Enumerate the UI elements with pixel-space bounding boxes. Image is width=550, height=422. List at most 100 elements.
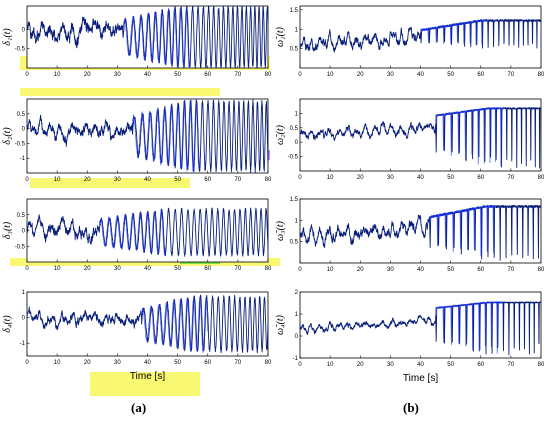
y-tick-label: 0.5 [290,126,299,132]
x-tick-label: 10 [327,267,334,273]
x-tick-label: 80 [265,177,272,183]
x-tick-label: 50 [447,175,454,181]
x-tick-label: 20 [357,362,364,368]
x-tick-label: 20 [357,267,364,273]
x-tick-label: 40 [417,175,424,181]
x-tick-label: 60 [204,266,211,272]
x-tick-label: 30 [114,360,121,366]
x-tick-label: 80 [538,175,545,181]
y-tick-label: 1 [295,218,299,224]
x-tick-label: 70 [235,72,242,78]
series-line-dense [98,209,166,256]
x-tick-label: 60 [477,72,484,78]
x-tick-label: 20 [84,177,91,183]
y-tick-label: -0.5 [15,47,26,53]
y-tick-label: 1 [295,111,299,117]
x-tick-label: 30 [387,267,394,273]
x-tick-label: 10 [327,362,334,368]
x-tick-label: 0 [298,72,302,78]
x-tick-label: 40 [144,177,151,183]
x-tick-label: 80 [538,362,545,368]
x-tick-label: 0 [298,362,302,368]
x-tick-label: 70 [235,177,242,183]
y-tick-label: -1 [293,356,299,362]
y-tick-label: 0.5 [17,112,26,118]
x-tick-label: 0 [25,177,29,183]
y-axis-label: δ₁(t) [2,28,13,46]
series-line [26,5,269,69]
x-tick-label: 70 [508,362,515,368]
x-tick-label: 50 [447,362,454,368]
y-axis-label: ω̃₂(t) [275,124,286,145]
x-tick-label: 30 [387,362,394,368]
y-tick-label: -0.5 [15,244,26,250]
y-tick-label: 0 [22,229,26,235]
x-tick-label: 30 [114,177,121,183]
x-tick-label: 50 [174,177,181,183]
y-tick-label: 0.5 [290,240,299,246]
x-tick-label: 50 [174,360,181,366]
x-tick-label: 10 [54,72,61,78]
x-tick-label: 30 [114,266,121,272]
x-tick-label: 20 [84,360,91,366]
x-tick-label: 10 [327,175,334,181]
panel-label-b: (b) [403,400,419,415]
x-tick-label: 30 [387,175,394,181]
x-tick-label: 0 [298,175,302,181]
x-tick-label: 20 [84,266,91,272]
x-tick-label: 10 [54,177,61,183]
y-tick-label: 1 [295,27,299,33]
y-tick-label: 0 [22,27,26,33]
x-tick-label: 70 [235,266,242,272]
y-tick-label: 0 [22,316,26,322]
x-tick-label: 70 [235,360,242,366]
axes-frame [299,198,542,264]
x-tick-label: 0 [25,360,29,366]
y-tick-label: 0 [295,140,299,146]
x-tick-label: 50 [174,266,181,272]
subplot-6: 0 10 20 30 40 50 60 70 80 -0.5 0 0.5 1 ω̃₂(t) [275,98,545,181]
y-axis-label: ω̃₁(t) [275,26,286,47]
x-tick-label: 60 [204,360,211,366]
x-tick-label: 0 [25,72,29,78]
y-axis-label: δ₄(t) [2,315,13,333]
x-tick-label: 40 [144,360,151,366]
y-tick-label: -1 [20,156,26,162]
y-tick-label: 1 [22,290,26,296]
y-tick-label: 0.5 [17,213,26,219]
series-line-dense [435,106,503,167]
x-tick-label: 0 [25,266,29,272]
series-line-dense [429,204,497,257]
x-tick-label: 0 [298,267,302,273]
subplot-3: 0 10 20 30 40 50 60 70 80 -0.5 0 0.5 δ₃(t) [2,198,272,272]
x-axis-label: Time [s] [130,371,165,382]
y-axis-label: δ₂(t) [2,127,13,145]
x-tick-label: 60 [477,362,484,368]
x-tick-label: 20 [357,175,364,181]
x-tick-label: 80 [265,360,272,366]
x-tick-label: 60 [477,267,484,273]
x-tick-label: 10 [327,72,334,78]
x-tick-label: 40 [144,72,151,78]
y-axis-label: ω̃₃(t) [275,220,286,241]
x-tick-label: 80 [538,267,545,273]
x-tick-label: 40 [417,267,424,273]
x-tick-label: 50 [174,72,181,78]
x-tick-label: 80 [538,72,545,78]
series-line-dense [132,98,200,172]
y-tick-label: -0.5 [15,141,26,147]
x-tick-label: 40 [144,266,151,272]
subplot-4: 0 10 20 30 40 50 60 70 80 -1 0 1 δ₄(t) Time [s] [2,290,272,382]
x-tick-label: 70 [508,72,515,78]
x-tick-label: 80 [265,266,272,272]
subplot-7: 0 10 20 30 40 50 60 70 80 0.5 1 1.5 ω̃₃(t) [275,197,545,273]
series-line-dense [435,300,503,354]
panel-label-a: (a) [131,400,147,415]
y-tick-label: -0.5 [288,155,299,161]
glitch-band [20,88,220,96]
subplot-2: 0 10 20 30 40 50 60 70 80 -1 -0.5 0 0.5 δ₂(t) [2,98,272,183]
x-tick-label: 40 [417,72,424,78]
series-line-dense [123,5,190,70]
y-tick-label: -1 [20,341,26,347]
